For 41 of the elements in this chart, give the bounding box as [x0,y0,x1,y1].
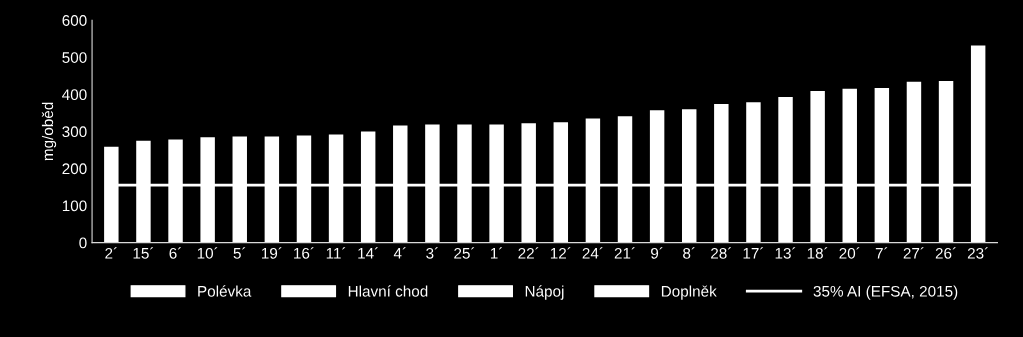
x-tick-label: 6´ [169,247,181,259]
x-tick-label: 2´ [105,247,117,259]
x-tick-label: 4´ [393,247,406,259]
x-tick-label: 26´ [935,247,956,259]
legend-label: Nápoj [525,285,564,300]
legend-label: 35% AI (EFSA, 2015) [813,285,958,300]
x-tick-label: 9´ [651,247,663,259]
x-tick-label: 13´ [775,247,796,259]
legend-label: Hlavní chod [348,285,428,297]
legend-label: Polévka [198,285,252,297]
legend-label: Doplněk [661,285,717,300]
x-tick-label: 5´ [233,247,246,259]
y-tick-label: 200 [62,163,87,175]
x-tick-label: 14´ [358,247,378,259]
x-tick-label: 17´ [743,247,764,259]
x-tick-label: 1´ [490,247,502,259]
x-tick-label: 20´ [839,247,860,259]
x-tick-label: 3´ [426,247,438,259]
x-tick-label: 27´ [903,247,924,259]
x-tick-label: 28´ [711,247,731,259]
y-tick-label: 600 [62,15,87,26]
y-tick-label: 300 [62,126,87,138]
x-tick-label: 8´ [683,247,695,259]
x-tick-label: 10´ [197,247,218,259]
x-tick-label: 23´ [967,247,988,259]
x-tick-label: 16´ [294,247,314,259]
y-tick-label: 100 [62,200,87,212]
y-tick-label: 500 [62,52,87,63]
x-tick-label: 7´ [875,247,888,259]
y-axis-title: mg/oběd [41,102,57,161]
y-tick-label: 0 [79,237,87,249]
y-tick-label: 400 [62,89,87,101]
x-tick-label: 21´ [614,247,635,259]
x-tick-label: 18´ [807,247,828,259]
x-tick-label: 12´ [550,247,571,259]
x-tick-label: 25´ [454,247,475,259]
x-tick-label: 15´ [133,247,154,259]
x-tick-label: 11´ [326,247,346,259]
x-tick-label: 24´ [582,247,603,259]
x-tick-label: 19´ [261,247,282,259]
x-tick-label: 22´ [518,247,539,259]
